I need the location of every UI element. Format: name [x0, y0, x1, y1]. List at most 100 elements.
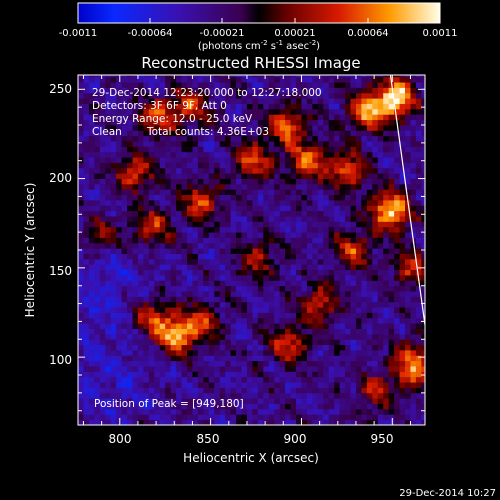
heatmap-pixel	[301, 328, 308, 335]
heatmap-pixel	[143, 291, 150, 297]
heatmap-pixel	[405, 173, 411, 179]
heatmap-pixel	[421, 194, 425, 201]
heatmap-pixel	[399, 285, 406, 292]
heatmap-pixel	[121, 141, 128, 147]
heatmap-pixel	[366, 317, 373, 324]
heatmap-pixel	[345, 366, 351, 372]
heatmap-pixel	[279, 87, 286, 94]
heatmap-pixel	[366, 151, 373, 158]
heatmap-pixel	[83, 339, 90, 346]
heatmap-pixel	[105, 205, 112, 212]
heatmap-pixel	[170, 264, 177, 271]
heatmap-pixel	[154, 92, 161, 99]
heatmap-pixel	[225, 253, 232, 260]
heatmap-pixel	[230, 339, 237, 346]
heatmap-pixel	[241, 103, 248, 110]
heatmap-pixel	[394, 312, 400, 319]
heatmap-pixel	[366, 408, 373, 415]
heatmap-pixel	[263, 403, 270, 410]
heatmap-pixel	[230, 135, 237, 142]
heatmap-pixel	[317, 328, 324, 335]
heatmap-pixel	[328, 301, 335, 308]
heatmap-pixel	[350, 366, 357, 372]
heatmap-pixel	[339, 323, 346, 329]
heatmap-pixel	[230, 328, 237, 335]
heatmap-pixel	[285, 232, 291, 238]
heatmap-pixel	[105, 382, 112, 388]
heatmap-pixel	[154, 87, 161, 94]
heatmap-pixel	[132, 328, 139, 335]
heatmap-pixel	[78, 323, 84, 329]
heatmap-pixel	[154, 146, 161, 153]
heatmap-pixel	[170, 355, 177, 362]
heatmap-pixel	[246, 403, 253, 410]
heatmap-pixel	[203, 130, 210, 137]
info-detectors: Detectors: 3F 6F 9F, Att 0	[92, 100, 227, 112]
heatmap-pixel	[263, 162, 270, 169]
heatmap-pixel	[78, 366, 84, 372]
heatmap-pixel	[306, 167, 313, 174]
heatmap-pixel	[345, 344, 351, 351]
heatmap-pixel	[148, 371, 155, 378]
heatmap-pixel	[328, 285, 335, 292]
heatmap-pixel	[285, 146, 291, 153]
heatmap-pixel	[116, 189, 122, 196]
heatmap-pixel	[263, 242, 270, 249]
heatmap-pixel	[268, 355, 275, 362]
heatmap-pixel	[350, 312, 357, 319]
heatmap-pixel	[410, 178, 417, 185]
heatmap-pixel	[170, 248, 177, 254]
heatmap-pixel	[116, 151, 122, 158]
heatmap-pixel	[236, 291, 242, 297]
heatmap-pixel	[394, 408, 400, 415]
heatmap-pixel	[127, 307, 133, 313]
heatmap-pixel	[323, 301, 330, 308]
heatmap-pixel	[355, 108, 362, 115]
heatmap-pixel	[236, 200, 242, 206]
heatmap-pixel	[252, 98, 259, 104]
heatmap-pixel	[116, 264, 122, 271]
heatmap-pixel	[236, 108, 242, 115]
heatmap-pixel	[94, 167, 101, 174]
heatmap-pixel	[355, 130, 362, 137]
heatmap-pixel	[317, 237, 324, 244]
heatmap-pixel	[99, 82, 106, 88]
heatmap-pixel	[274, 317, 281, 324]
heatmap-pixel	[285, 414, 291, 421]
heatmap-pixel	[252, 146, 259, 153]
heatmap-pixel	[99, 339, 106, 346]
heatmap-pixel	[361, 280, 368, 287]
heatmap-pixel	[154, 275, 161, 281]
heatmap-pixel	[214, 376, 221, 383]
heatmap-pixel	[290, 114, 297, 121]
heatmap-pixel	[105, 237, 112, 244]
heatmap-pixel	[334, 280, 341, 287]
heatmap-pixel	[192, 360, 199, 367]
heatmap-pixel	[296, 151, 302, 158]
heatmap-pixel	[361, 194, 368, 201]
heatmap-pixel	[394, 355, 400, 362]
heatmap-pixel	[263, 114, 270, 121]
heatmap-pixel	[137, 205, 144, 212]
heatmap-pixel	[143, 419, 150, 425]
heatmap-pixel	[78, 141, 84, 147]
heatmap-pixel	[99, 92, 106, 99]
heatmap-pixel	[252, 183, 259, 190]
heatmap-pixel	[219, 398, 226, 404]
heatmap-pixel	[176, 232, 182, 238]
heatmap-pixel	[83, 291, 90, 297]
heatmap-pixel	[312, 210, 319, 217]
heatmap-pixel	[421, 178, 425, 185]
heatmap-pixel	[94, 376, 101, 383]
heatmap-pixel	[236, 135, 242, 142]
heatmap-pixel	[78, 114, 84, 121]
heatmap-pixel	[323, 151, 330, 158]
heatmap-pixel	[94, 269, 101, 276]
heatmap-pixel	[312, 291, 319, 297]
heatmap-pixel	[377, 269, 384, 276]
heatmap-pixel	[268, 403, 275, 410]
heatmap-pixel	[405, 296, 411, 303]
heatmap-pixel	[279, 419, 286, 425]
heatmap-pixel	[197, 189, 204, 196]
heatmap-pixel	[197, 146, 204, 153]
